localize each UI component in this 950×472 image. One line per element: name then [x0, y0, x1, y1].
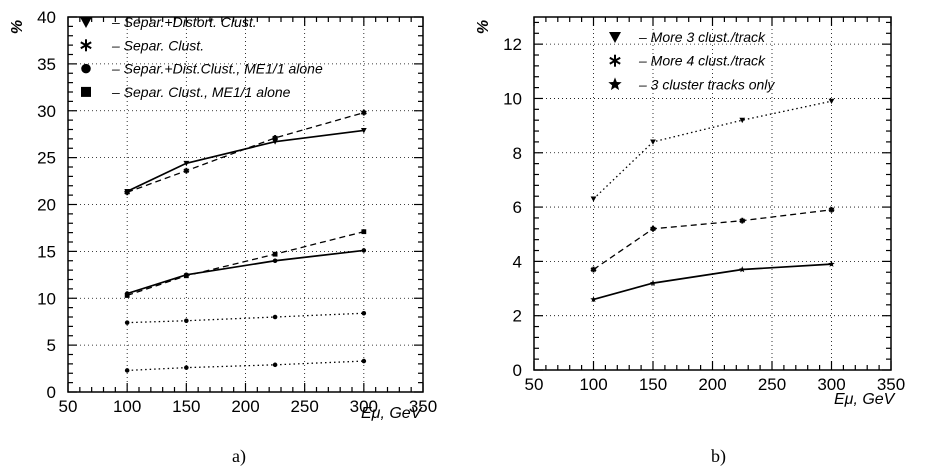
chart1-series-5-point: [361, 310, 367, 316]
chart2-series-1-point: [739, 117, 746, 124]
chart1-legend-marker-4: [81, 86, 91, 97]
chart1-series-4-point: [361, 229, 367, 235]
chart1-legend-marker-2: [80, 39, 92, 52]
chart2-series-2-point: [590, 266, 597, 273]
chart1-series-5-point: [124, 320, 130, 325]
chart2-series-3-point: [828, 260, 835, 267]
chart1-y-tick-label: 25: [37, 149, 56, 168]
chart1-y-tick-label: 10: [37, 289, 56, 308]
chart1-series-4-point: [124, 293, 130, 298]
chart1-series-5-point: [272, 314, 278, 320]
chart2-legend-marker-1: [609, 32, 621, 43]
chart1-series-5-point: [184, 318, 189, 324]
chart1-series-4-point: [183, 273, 189, 279]
chart1-y-tick-label: 30: [37, 102, 56, 121]
chart1-series-6-line: [127, 360, 364, 372]
chart2-legend-label-3: – 3 cluster tracks only: [638, 76, 775, 92]
chart1-x-tick-label: 300: [350, 397, 378, 416]
chart2-series-3-point: [649, 279, 657, 286]
chart1-series-4-point: [272, 251, 278, 257]
chart2-y-tick-label: 12: [503, 35, 522, 54]
chart2-y-tick-label: 2: [513, 307, 522, 326]
chart1-series-5-line: [127, 312, 364, 324]
chart1-y-tick-label: 35: [37, 55, 56, 74]
chart1-x-tick-label: 50: [59, 397, 78, 416]
chart2-series-2-point: [650, 225, 656, 232]
chart2-legend: – More 3 clust./track – More 4 clust./tra…: [608, 29, 775, 92]
chart2-legend-label-1: – More 3 clust./track: [638, 29, 766, 45]
chart2-panel-label: b): [711, 446, 726, 467]
chart2-legend-marker-2: [609, 54, 621, 67]
chart2-y-tick-label: 4: [513, 252, 522, 271]
chart1-x-tick-label: 200: [231, 397, 259, 416]
chart2-x-tick-label: 50: [525, 375, 544, 394]
chart1-series-2-point: [124, 189, 131, 196]
chart1-x-axis-label: Eμ, GeV: [361, 405, 423, 422]
chart1-legend-label-2: – Separ. Clust.: [111, 37, 204, 53]
chart1-legend-label-4: – Separ. Clust., ME1/1 alone: [111, 84, 291, 100]
chart1-series-2-point: [360, 109, 367, 116]
chart1-series-1-line: [126, 129, 364, 193]
chart1-legend-label-1: – Separ.+Distort. Clust.: [111, 14, 257, 30]
chart1-series-1-point: [183, 160, 190, 167]
chart1-y-axis-label: %: [9, 20, 26, 34]
chart2-y-tick-label: 8: [513, 144, 522, 163]
chart1-panel: 50 100 150 200 250 300 350 0 5 10 15 20 25 30 35 40% Eμ,…: [9, 8, 437, 467]
chart2-y-tick-label: 10: [503, 89, 522, 108]
chart2-x-axis-label: Eμ, GeV: [834, 391, 896, 408]
chart1-series-6-point: [124, 368, 130, 373]
chart1-y-tick-label: 20: [37, 196, 56, 215]
chart1-legend-marker-1: [80, 17, 92, 28]
chart1-series-4-line: [126, 231, 364, 297]
chart1-series-6-point: [184, 365, 189, 370]
chart2-y-tick-label: 0: [513, 361, 522, 380]
chart2-series-2-point: [828, 206, 835, 213]
chart1-legend: – Separ.+Distort. Clust. – Separ. Clust. –…: [80, 14, 323, 100]
chart1-series-2-point: [183, 167, 190, 174]
chart1-y-tick-label: 5: [47, 336, 56, 355]
chart2-series-1-point: [590, 196, 597, 202]
chart2-series-1-point: [828, 98, 835, 105]
chart1-x-tick-label: 150: [172, 397, 200, 416]
chart1-y-tick-label: 0: [47, 383, 56, 402]
chart1-x-tick-label: 100: [113, 397, 141, 416]
chart2-panel: 50 100 150 200 250 300 350 0 2 4 6 8 10 12% Eμ, GeV b) –…: [475, 16, 905, 467]
chart1-legend-label-3: – Separ.+Dist.Clust., ME1/1 alone: [111, 61, 323, 77]
chart1-x-tick-label: 350: [409, 397, 437, 416]
chart2-x-tick-label: 350: [877, 375, 905, 394]
chart2-series-2-point: [739, 217, 746, 224]
chart2-legend-label-2: – More 4 clust./track: [638, 53, 766, 69]
chart1-y-tick-label: 15: [37, 242, 56, 261]
chart1-series-3-point: [361, 248, 367, 253]
chart2-x-tick-label: 200: [698, 375, 726, 394]
chart1-series-3-point: [272, 258, 278, 264]
chart2-series-1-line: [593, 100, 832, 200]
chart1-y-tick-label: 40: [37, 8, 56, 27]
chart2-legend-marker-3: [608, 77, 622, 91]
chart2-x-tick-label: 100: [579, 375, 607, 394]
chart2-x-tick-label: 150: [639, 375, 667, 394]
chart1-panel-label: a): [232, 446, 246, 467]
chart2-x-tick-label: 250: [758, 375, 786, 394]
chart2-y-axis-label: %: [475, 20, 492, 34]
chart1-series-3-line: [126, 249, 364, 295]
chart1-series-2-line: [126, 111, 365, 193]
chart1-series-6-point: [361, 358, 367, 364]
chart1-series-1-point: [272, 139, 278, 145]
chart2-series-3-point: [590, 296, 597, 303]
chart2-series-1-point: [650, 139, 656, 145]
chart1-legend-marker-3: [81, 63, 91, 74]
chart2-series-3-point: [739, 266, 746, 273]
chart1-series-2-point: [272, 135, 279, 141]
chart1-series-6-point: [272, 362, 278, 368]
chart2-series-3-line: [593, 263, 832, 301]
chart2-x-tick-label: 300: [817, 375, 845, 394]
chart1-series-1-point: [360, 128, 367, 134]
chart2-y-tick-label: 6: [513, 198, 522, 217]
chart2-series-2-line: [593, 209, 832, 271]
chart1-x-tick-label: 250: [290, 397, 318, 416]
